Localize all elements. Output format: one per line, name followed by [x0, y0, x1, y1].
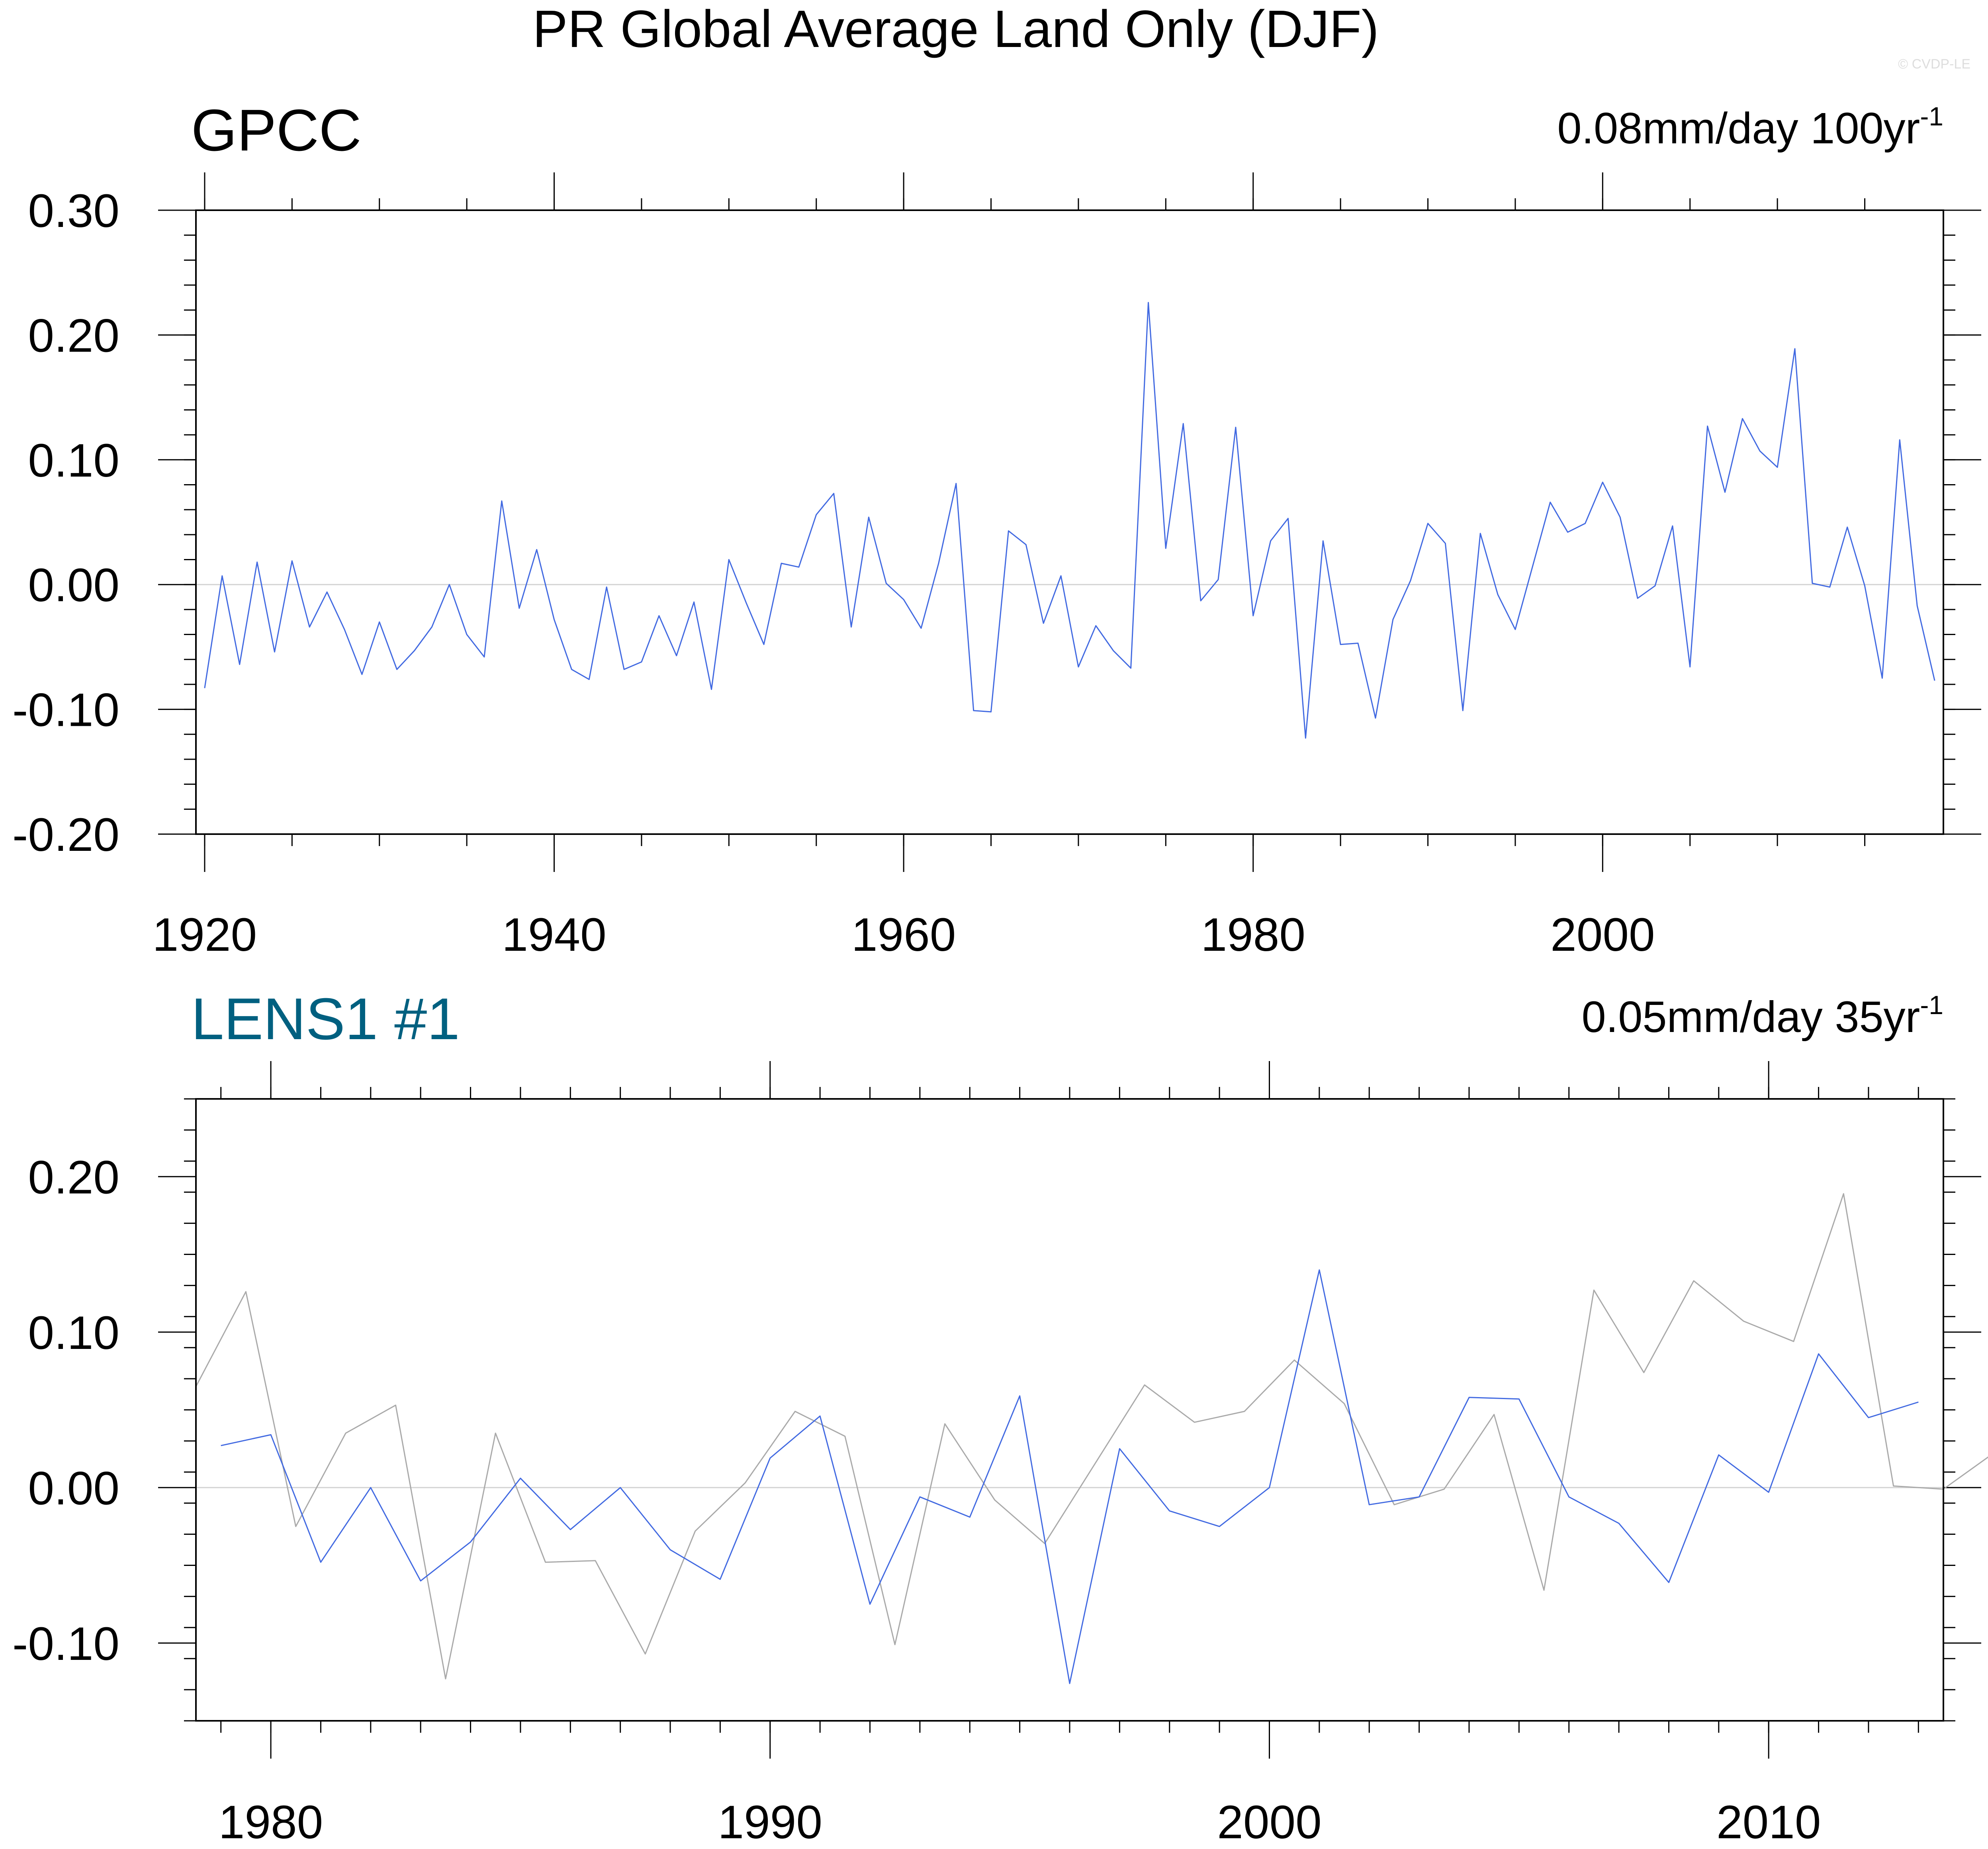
gpcc-xtick-label: 1980 — [1201, 909, 1305, 961]
lens1-ytick-label: -0.10 — [12, 1618, 119, 1670]
gpcc-ytick-label: 0.20 — [28, 309, 119, 362]
gpcc-plot-frame — [195, 209, 1944, 835]
gpcc-series-line-0 — [204, 302, 1935, 739]
lens1-panel: LENS1 #1 0.05mm/day 35yr-1 -0.10 0.00 0.10… — [12, 986, 1988, 1849]
gpcc-ytick-label: -0.20 — [12, 809, 119, 861]
lens1-series-line-1 — [221, 1269, 1919, 1684]
gpcc-trend-label: 0.08mm/day 100yr-1 — [1557, 102, 1943, 153]
figure-title: PR Global Average Land Only (DJF) — [532, 0, 1379, 58]
gpcc-trend-text: 0.08mm/day 100yr — [1557, 104, 1920, 153]
lens1-xtick-label: 2010 — [1716, 1796, 1821, 1849]
lens1-series-line-0 — [195, 1193, 1988, 1680]
gpcc-ytick-label: -0.10 — [12, 684, 119, 737]
gpcc-ytick-label: 0.10 — [28, 434, 119, 487]
lens1-ytick-label: 0.00 — [28, 1462, 119, 1515]
lens1-trend-text: 0.05mm/day 35yr — [1581, 993, 1920, 1042]
lens1-ytick-label: 0.20 — [28, 1151, 119, 1204]
gpcc-trend-exponent: -1 — [1920, 102, 1943, 131]
gpcc-ytick-label: 0.00 — [28, 559, 119, 612]
lens1-trend-exponent: -1 — [1920, 990, 1943, 1020]
lens1-xtick-label: 1990 — [718, 1796, 823, 1849]
gpcc-xtick-label: 1960 — [851, 909, 956, 961]
lens1-panel-title: LENS1 #1 — [191, 986, 460, 1052]
gpcc-panel-title: GPCC — [191, 98, 362, 163]
gpcc-xtick-label: 1920 — [153, 909, 257, 961]
copyright-watermark: © CVDP-LE — [1898, 57, 1970, 72]
gpcc-xtick-label: 2000 — [1550, 909, 1655, 961]
gpcc-panel: GPCC 0.08mm/day 100yr-1 -0.20 -0.10 0.00 0.… — [12, 98, 1981, 961]
lens1-plot-frame — [195, 1098, 1944, 1722]
lens1-ytick-label: 0.10 — [28, 1307, 119, 1359]
gpcc-ytick-label: 0.30 — [28, 185, 119, 237]
lens1-xtick-label: 2000 — [1217, 1796, 1322, 1849]
gpcc-xtick-label: 1940 — [502, 909, 607, 961]
lens1-xtick-label: 1980 — [219, 1796, 323, 1849]
lens1-trend-label: 0.05mm/day 35yr-1 — [1581, 990, 1943, 1042]
